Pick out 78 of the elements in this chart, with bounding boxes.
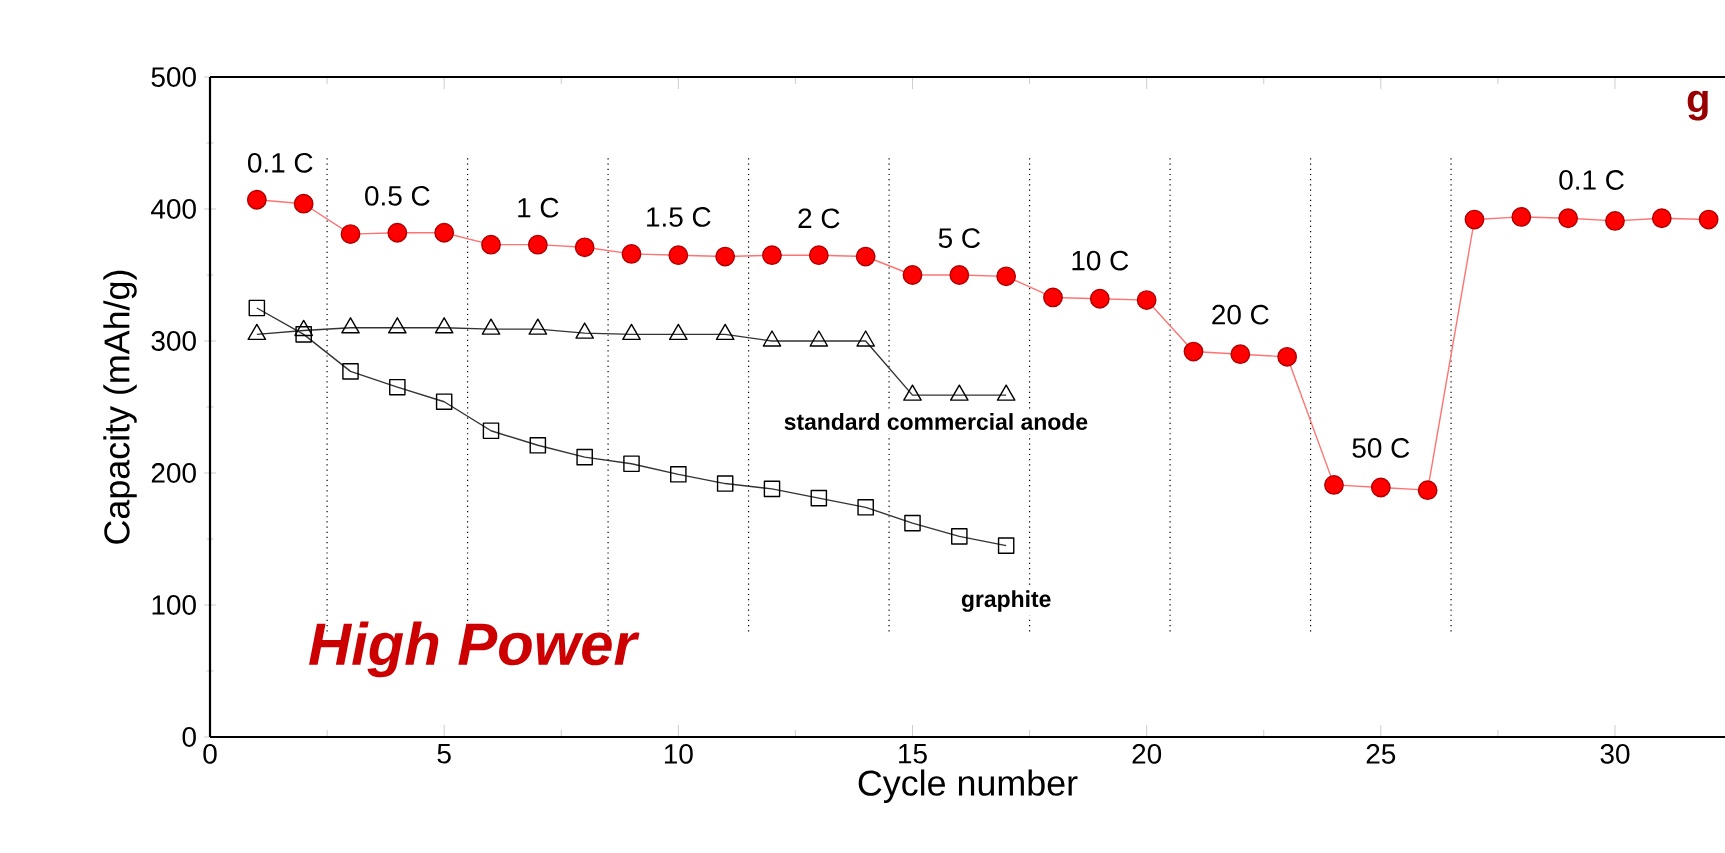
y-tick-label: 500 [151, 67, 196, 87]
annotation: High Power [309, 621, 640, 678]
point [1370, 477, 1391, 498]
y-tick-label: 100 [152, 595, 196, 615]
point [576, 448, 593, 466]
point [1651, 208, 1672, 229]
point [1183, 341, 1204, 362]
point [762, 245, 782, 266]
point [1698, 209, 1719, 230]
x-tick-label: 5 [437, 744, 451, 764]
point [1230, 344, 1251, 365]
x-tick-label: 15 [899, 744, 927, 764]
point [1464, 209, 1485, 230]
point [716, 475, 734, 492]
point [574, 237, 595, 258]
point [435, 393, 453, 411]
point [340, 224, 361, 244]
point [996, 266, 1017, 287]
point [715, 246, 736, 267]
point [810, 489, 828, 507]
x-tick-label: 20 [1132, 744, 1162, 764]
point [997, 537, 1015, 554]
point [527, 234, 548, 255]
point [902, 265, 923, 285]
point [951, 528, 968, 545]
point [1511, 207, 1532, 227]
point [482, 422, 500, 440]
point [295, 326, 312, 343]
point [434, 222, 455, 243]
point [1089, 288, 1110, 309]
series-label: standard commercial anode [784, 413, 1088, 430]
point [1277, 346, 1298, 367]
y-axis-title: Capacity (mAh/g) [103, 270, 137, 544]
point [1605, 210, 1625, 231]
text: graphite [961, 590, 1051, 612]
annotation: 0.5 C [365, 185, 430, 206]
y-tick-label: 400 [151, 199, 196, 219]
point [1417, 480, 1438, 501]
annotation: 50 C [1352, 438, 1410, 458]
point [670, 466, 687, 483]
annotation: 1 C [518, 197, 559, 218]
point [293, 193, 314, 214]
point [248, 299, 266, 317]
point [763, 480, 781, 498]
annotation: 2 C [798, 208, 840, 229]
annotation: 0.1 C [248, 152, 313, 173]
point [623, 455, 640, 473]
point [668, 245, 689, 266]
point [387, 222, 408, 243]
x-axis-title: Cycle number [858, 769, 1078, 803]
point [621, 243, 642, 264]
point [1136, 290, 1157, 310]
point [1324, 474, 1344, 495]
annotation: 0.1 C [1559, 170, 1624, 190]
x-tick-label: 10 [664, 744, 693, 764]
point [857, 499, 874, 516]
point [949, 265, 970, 285]
annotation: 5 C [938, 228, 980, 248]
point [808, 245, 829, 266]
annotation: 20 C [1212, 304, 1269, 325]
point [246, 189, 267, 210]
y-tick-label: 0 [182, 727, 196, 747]
point [481, 234, 501, 255]
x-tick-label: 25 [1366, 744, 1396, 764]
y-tick-label: 300 [151, 331, 196, 351]
point [904, 514, 921, 532]
x-tick-label: 0 [203, 744, 217, 764]
point [389, 378, 406, 396]
point [342, 363, 359, 380]
point [1043, 287, 1063, 308]
point [529, 436, 547, 454]
y-tick-label: 200 [151, 463, 196, 483]
point [1558, 208, 1579, 229]
annotation: g [1687, 90, 1708, 121]
point [855, 246, 876, 267]
annotation: 1.5 C [647, 207, 711, 227]
x-tick-label: 30 [1600, 744, 1630, 764]
annotation: 10 C [1072, 250, 1129, 271]
